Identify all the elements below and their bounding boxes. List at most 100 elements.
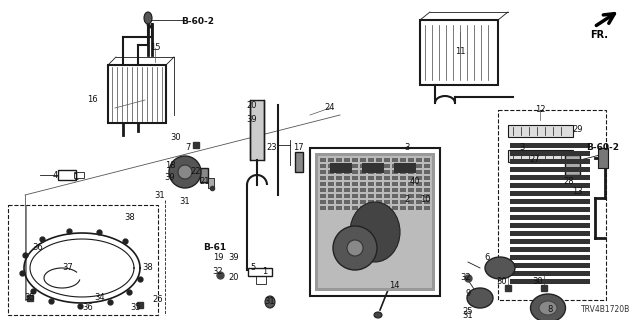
Bar <box>416 158 422 162</box>
Bar <box>344 176 350 180</box>
Bar <box>384 164 390 168</box>
Bar <box>408 164 414 168</box>
Bar <box>336 188 342 192</box>
Bar <box>392 188 398 192</box>
Text: 32: 32 <box>461 274 471 283</box>
Circle shape <box>333 226 377 270</box>
Bar <box>368 176 374 180</box>
Text: 27: 27 <box>530 156 540 164</box>
Bar <box>328 194 334 198</box>
Bar <box>384 206 390 210</box>
Circle shape <box>347 240 363 256</box>
Bar <box>376 170 382 174</box>
Text: 1: 1 <box>74 173 79 182</box>
Bar <box>380 198 410 206</box>
Bar <box>352 182 358 186</box>
Bar <box>408 158 414 162</box>
Bar <box>510 255 590 260</box>
Bar <box>328 188 334 192</box>
Ellipse shape <box>265 296 275 308</box>
Bar <box>510 279 590 284</box>
Bar <box>565 155 580 175</box>
Bar <box>74 172 84 178</box>
Bar <box>376 176 382 180</box>
Text: 10: 10 <box>420 196 430 204</box>
Bar <box>315 153 435 291</box>
Bar <box>510 167 590 172</box>
Bar <box>376 188 382 192</box>
Bar <box>392 164 398 168</box>
Text: 31: 31 <box>180 197 190 206</box>
Bar <box>328 158 334 162</box>
Bar <box>360 200 366 204</box>
Bar <box>336 170 342 174</box>
Bar <box>376 200 382 204</box>
Text: 35: 35 <box>25 293 35 302</box>
Bar <box>248 268 272 276</box>
Text: 8: 8 <box>547 306 553 315</box>
Bar <box>330 198 360 206</box>
Bar <box>368 164 374 168</box>
Bar <box>250 100 264 160</box>
Text: 20: 20 <box>228 274 239 283</box>
Bar <box>408 206 414 210</box>
Bar <box>320 188 326 192</box>
Bar <box>360 176 366 180</box>
Bar <box>424 170 430 174</box>
Text: 9: 9 <box>465 290 470 299</box>
Bar <box>352 206 358 210</box>
Bar <box>360 182 366 186</box>
Bar <box>320 194 326 198</box>
Bar <box>352 188 358 192</box>
Bar <box>328 200 334 204</box>
Bar <box>408 170 414 174</box>
Bar <box>424 200 430 204</box>
Bar <box>416 200 422 204</box>
Bar <box>344 182 350 186</box>
Text: 39: 39 <box>246 116 257 124</box>
Bar <box>368 158 374 162</box>
Bar <box>510 271 590 276</box>
Bar <box>400 182 406 186</box>
Bar <box>510 199 590 204</box>
Bar <box>510 263 590 268</box>
Bar <box>360 194 366 198</box>
Bar <box>320 164 326 168</box>
Text: 36: 36 <box>83 303 93 313</box>
Bar <box>416 176 422 180</box>
Bar <box>384 200 390 204</box>
Text: 36: 36 <box>33 244 44 252</box>
Bar <box>336 176 342 180</box>
Bar <box>344 200 350 204</box>
Bar <box>408 194 414 198</box>
Bar <box>208 178 214 188</box>
Bar <box>384 182 390 186</box>
Text: 30: 30 <box>497 277 508 286</box>
Bar <box>392 182 398 186</box>
Text: 19: 19 <box>212 253 223 262</box>
Bar <box>400 158 406 162</box>
Bar <box>320 206 326 210</box>
Bar <box>510 159 590 164</box>
Bar <box>344 188 350 192</box>
Bar <box>368 194 374 198</box>
Bar <box>360 164 366 168</box>
Bar <box>256 276 266 284</box>
Bar <box>400 176 406 180</box>
Ellipse shape <box>350 202 400 262</box>
Ellipse shape <box>374 312 382 318</box>
Text: 31: 31 <box>265 298 275 307</box>
Text: 7: 7 <box>186 143 191 153</box>
Text: 24: 24 <box>324 103 335 113</box>
Bar <box>424 206 430 210</box>
Bar <box>336 182 342 186</box>
Text: B-60-2: B-60-2 <box>182 18 214 27</box>
Bar <box>352 176 358 180</box>
Bar <box>328 176 334 180</box>
Bar <box>498 110 606 300</box>
Bar <box>420 20 498 85</box>
Bar <box>394 163 416 173</box>
Bar <box>598 148 608 168</box>
Text: 22: 22 <box>191 167 201 177</box>
Bar <box>392 206 398 210</box>
